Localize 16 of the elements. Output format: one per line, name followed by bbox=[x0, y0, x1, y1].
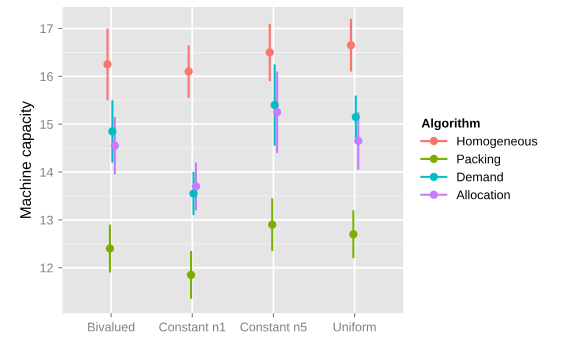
legend-label: Packing bbox=[457, 154, 500, 166]
y-axis-title: Machine capacity bbox=[20, 101, 34, 218]
y-tick-label: 14 bbox=[40, 168, 54, 177]
y-tick-label: 13 bbox=[40, 216, 53, 225]
legend-label: Homogeneous bbox=[457, 136, 538, 148]
x-tick-label: Bivalued bbox=[88, 322, 134, 332]
x-tick-label: Constant n1 bbox=[159, 322, 226, 332]
legend-label: Allocation bbox=[456, 190, 510, 200]
legend-title: Algorithm bbox=[422, 118, 480, 130]
x-tick-label: Uniform bbox=[334, 322, 376, 332]
y-tick-label: 16 bbox=[40, 72, 53, 81]
x-tick-label: Constant n5 bbox=[240, 322, 307, 332]
y-tick-label: 15 bbox=[40, 120, 53, 129]
legend-label: Demand bbox=[457, 172, 503, 182]
y-tick-label: 12 bbox=[40, 264, 53, 272]
y-tick-label: 17 bbox=[40, 24, 53, 34]
